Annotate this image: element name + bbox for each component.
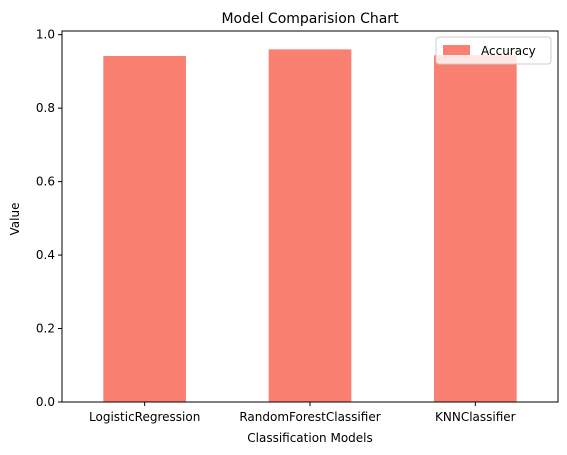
y-tick-label: 1.0	[36, 28, 55, 42]
x-axis-ticks: LogisticRegression RandomForestClassifier…	[89, 402, 516, 424]
y-tick-label: 0.2	[36, 322, 55, 336]
bar-logisticregression	[103, 55, 186, 403]
x-axis-label: Classification Models	[247, 431, 373, 445]
legend-swatch-accuracy	[443, 45, 470, 55]
y-tick-label: 0.4	[36, 248, 55, 262]
legend-box	[435, 36, 552, 65]
chart-title: Model Comparision Chart	[221, 11, 399, 27]
bar-knnclassifier	[434, 55, 517, 403]
x-tick-label: KNNClassifier	[435, 410, 516, 424]
y-axis-ticks: 0.0 0.2 0.4 0.6 0.8 1.0	[36, 28, 62, 409]
bar-randomforestclassifier	[268, 49, 352, 403]
x-tick-label: RandomForestClassifier	[239, 410, 380, 424]
legend: Accuracy	[435, 36, 552, 65]
legend-label-accuracy: Accuracy	[481, 44, 536, 58]
y-tick-label: 0.0	[36, 395, 55, 409]
y-tick-label: 0.8	[36, 101, 55, 115]
bars-group	[103, 49, 517, 403]
y-tick-label: 0.6	[36, 175, 55, 189]
y-axis-label: Value	[8, 203, 22, 236]
x-tick-label: LogisticRegression	[89, 410, 200, 424]
